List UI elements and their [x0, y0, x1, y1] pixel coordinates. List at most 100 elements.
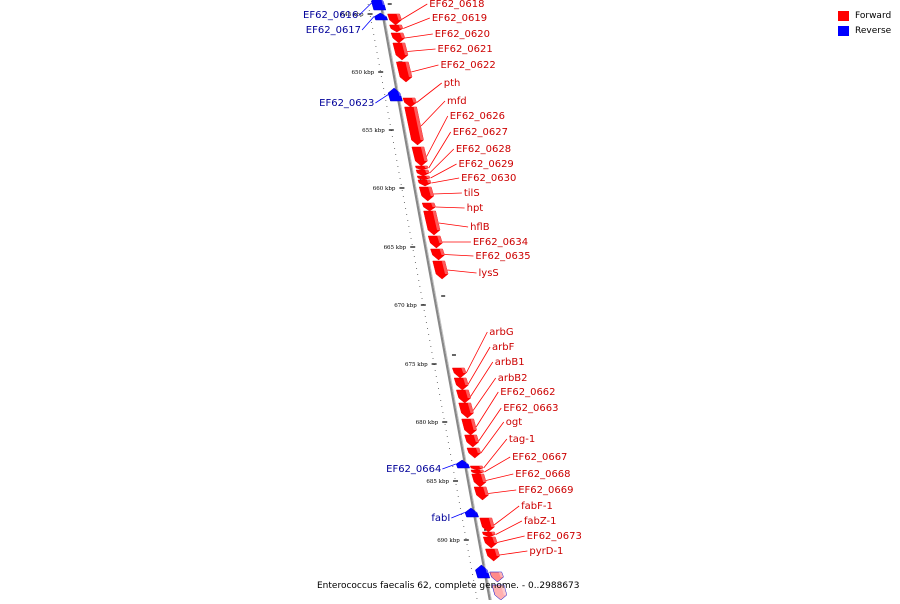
label-fabz-1[interactable]: fabZ-1	[524, 516, 557, 527]
label-ef62-0626[interactable]: EF62_0626	[450, 111, 505, 122]
gene-ef62-0663[interactable]	[464, 434, 480, 448]
label-fabf-1[interactable]: fabF-1	[521, 501, 553, 512]
gene-mfd[interactable]	[404, 106, 424, 146]
label-hpt[interactable]: hpt	[467, 203, 484, 214]
gene-ef62-0634[interactable]	[427, 235, 443, 249]
legend-item-reverse[interactable]: Reverse	[838, 24, 898, 38]
gene-fabf-1[interactable]	[479, 517, 495, 533]
gene-shape	[485, 548, 500, 562]
label-mfd[interactable]: mfd	[447, 96, 467, 107]
label-ef62-0621[interactable]: EF62_0621	[438, 44, 493, 55]
label-ef62-0664[interactable]: EF62_0664	[386, 464, 441, 475]
gene-lyss[interactable]	[432, 260, 449, 280]
guide-dot	[421, 298, 423, 299]
gene-arbb2[interactable]	[458, 402, 474, 419]
gene-ef62-0616[interactable]	[370, 0, 387, 11]
label-ef62-0634[interactable]: EF62_0634	[473, 237, 528, 248]
label-pth[interactable]: pth	[444, 78, 461, 89]
gene-tils[interactable]	[418, 186, 435, 202]
label-ef62-0619[interactable]: EF62_0619	[432, 13, 487, 24]
gene-ef62-0627[interactable]	[415, 165, 429, 171]
gene-ef62-0620[interactable]	[390, 32, 406, 44]
gene-pyrd-1[interactable]	[485, 548, 500, 562]
guide-dot	[465, 538, 467, 539]
gene-ef62-0664[interactable]	[455, 459, 471, 469]
label-leader	[447, 269, 477, 274]
label-ef62-0663[interactable]: EF62_0663	[503, 403, 558, 414]
gene-ef62-0662[interactable]	[461, 418, 477, 436]
gene-ef62-0619[interactable]	[389, 24, 404, 33]
gene-ef62-0669[interactable]	[473, 486, 489, 501]
gene-ef62-0629[interactable]	[416, 175, 431, 181]
label-ef62-0628[interactable]: EF62_0628	[456, 144, 511, 155]
guide-dot	[461, 514, 463, 515]
gene-ef62-0635[interactable]	[430, 248, 445, 261]
label-ef62-0629[interactable]: EF62_0629	[459, 159, 514, 170]
label-ef62-0620[interactable]: EF62_0620	[435, 29, 490, 40]
guide-dot	[429, 340, 431, 341]
label-ef62-0669[interactable]: EF62_0669	[518, 485, 573, 496]
guide-dot	[456, 490, 458, 491]
guide-dot	[399, 178, 401, 179]
gene-hflb[interactable]	[423, 210, 441, 236]
gene-fabi[interactable]	[464, 507, 479, 518]
gene-offscreen-forward-2[interactable]	[491, 584, 508, 601]
gene-ef62-0618[interactable]	[387, 13, 402, 26]
gene-offscreen-forward[interactable]	[489, 571, 504, 583]
label-ef62-0667[interactable]: EF62_0667	[512, 452, 567, 463]
guide-dot	[462, 520, 464, 521]
label-lyss[interactable]: lysS	[479, 268, 499, 279]
label-leader	[438, 222, 469, 228]
label-arbb1[interactable]: arbB1	[495, 357, 525, 368]
guide-dot	[382, 82, 384, 83]
label-tils[interactable]: tilS	[464, 188, 480, 199]
label-ogt[interactable]: ogt	[506, 417, 522, 428]
gene-ef62-0617[interactable]	[374, 12, 389, 21]
label-ef62-0627[interactable]: EF62_0627	[453, 127, 508, 138]
gene-ef62-0622[interactable]	[396, 61, 413, 83]
gene-ef62-0668[interactable]	[471, 473, 487, 488]
gene-ef62-0667[interactable]	[470, 469, 485, 475]
gene-ogt[interactable]	[466, 447, 482, 459]
gene-shape	[389, 24, 404, 33]
guide-dot	[463, 526, 465, 527]
guide-dot	[374, 40, 376, 41]
gene-ef62-0673[interactable]	[482, 536, 498, 549]
label-leader	[416, 82, 442, 103]
gene-offscreen-reverse[interactable]	[475, 564, 491, 579]
gene-tag-1[interactable]	[469, 465, 484, 471]
gene-pth[interactable]	[402, 97, 417, 108]
label-pyrd-1[interactable]: pyrD-1	[529, 546, 563, 557]
legend-label-reverse: Reverse	[855, 26, 892, 36]
label-ef62-0617[interactable]: EF62_0617	[306, 25, 361, 36]
label-hflb[interactable]: hflB	[470, 222, 490, 233]
label-arbg[interactable]: arbG	[489, 327, 513, 338]
label-ef62-0623[interactable]: EF62_0623	[319, 98, 374, 109]
gene-ef62-0626[interactable]	[411, 146, 428, 167]
label-ef62-0662[interactable]: EF62_0662	[500, 387, 555, 398]
label-ef62-0630[interactable]: EF62_0630	[461, 173, 516, 184]
legend-item-forward[interactable]: Forward	[838, 9, 898, 23]
gene-arbg[interactable]	[451, 367, 467, 379]
label-ef62-0622[interactable]: EF62_0622	[440, 60, 495, 71]
label-arbf[interactable]: arbF	[492, 342, 515, 353]
label-ef62-0618[interactable]: EF62_0618	[429, 0, 484, 10]
gene-arbb1[interactable]	[456, 389, 472, 404]
label-arbb2[interactable]: arbB2	[498, 373, 528, 384]
gene-ef62-0628[interactable]	[415, 169, 430, 177]
label-ef62-0673[interactable]: EF62_0673	[527, 531, 582, 542]
gene-fabz-1[interactable]	[481, 531, 496, 538]
guide-dot	[367, 4, 369, 5]
gene-ef62-0630[interactable]	[417, 179, 432, 187]
label-ef62-0616[interactable]: EF62_0616	[303, 10, 358, 21]
label-fabi[interactable]: fabI	[431, 513, 450, 524]
label-ef62-0635[interactable]: EF62_0635	[475, 251, 530, 262]
tick-label: 675 kbp	[405, 362, 428, 368]
label-tag-1[interactable]: tag-1	[509, 434, 535, 445]
label-ef62-0668[interactable]: EF62_0668	[515, 469, 570, 480]
gene-ef62-0621[interactable]	[392, 42, 409, 61]
gene-ef62-0623[interactable]	[387, 87, 403, 102]
gene-arbf[interactable]	[453, 377, 469, 391]
gene-hpt[interactable]	[421, 202, 436, 212]
